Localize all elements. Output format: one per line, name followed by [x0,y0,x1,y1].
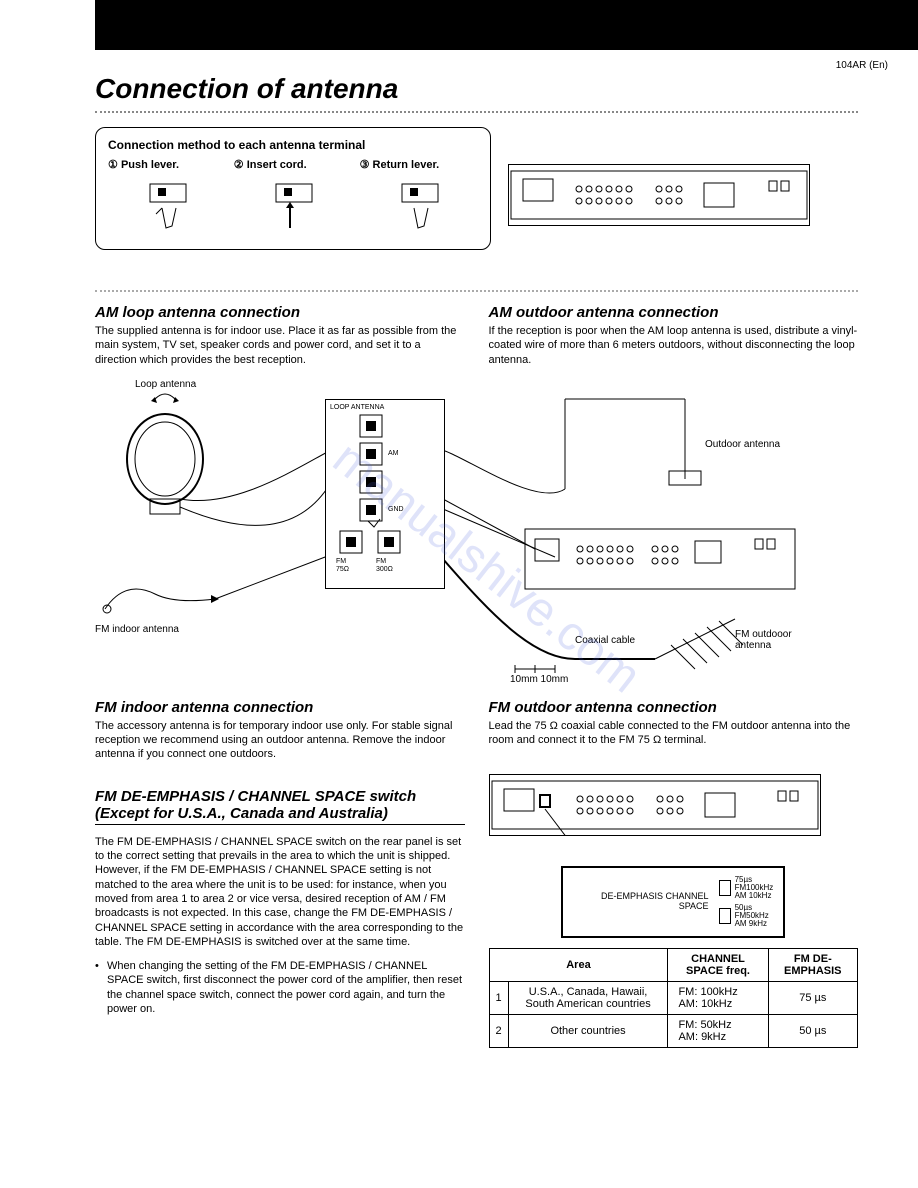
svg-text:GND: GND [388,506,404,513]
switch-label: DE-EMPHASIS CHANNEL SPACE [573,892,708,912]
method-box-title: Connection method to each antenna termin… [108,138,478,152]
step-3: ③ Return lever. [360,158,478,235]
de-emphasis-section: FM DE-EMPHASIS / CHANNEL SPACE switch (E… [95,768,465,1017]
step-2: ② Insert cord. [234,158,352,235]
switch-down-icon [719,908,731,924]
step-1: ① Push lever. [108,158,226,235]
am-outdoor-heading: AM outdoor antenna connection [489,304,859,321]
svg-text:FM: FM [336,558,346,565]
connection-method-box: Connection method to each antenna termin… [95,127,491,250]
step-3-label: Return lever. [373,159,440,171]
step-1-label: Push lever. [121,159,179,171]
table-row: 2 Other countries FM: 50kHz AM: 9kHz 50 … [489,1014,858,1047]
switch-up-icon [719,880,731,896]
am-loop-section: AM loop antenna connection The supplied … [95,304,465,373]
coax-cable-label: Coaxial cable [575,635,635,646]
terminal-block-diagram: LOOP ANTENNA AM GND FM 75Ω FM 300Ω [325,399,445,589]
top-black-bar [95,0,918,50]
de-emphasis-bullet: When changing the setting of the FM DE-E… [95,959,465,1016]
fm-outdoor-body: Lead the 75 Ω coaxial cable connected to… [489,719,859,748]
fm-outdoor-heading: FM outdoor antenna connection [489,699,859,716]
channel-space-table: Area CHANNEL SPACE freq. FM DE-EMPHASIS … [489,948,859,1048]
strip-dimensions-label: 10mm 10mm [510,674,568,685]
rear-panel-top-diagram [508,164,810,226]
fm-indoor-heading: FM indoor antenna connection [95,699,465,716]
section-divider [95,290,858,292]
rear-panel-bottom-diagram [489,774,821,836]
doc-id: 104AR (En) [95,60,888,71]
page-title: Connection of antenna [95,73,858,113]
fm-outdoor-section: FM outdoor antenna connection Lead the 7… [489,699,859,768]
return-lever-icon [384,178,454,233]
fm-outdoor-antenna-label: FM outdooor antenna [735,629,805,651]
step-2-label: Insert cord. [247,159,307,171]
terminal-block-icon: AM GND FM 75Ω FM 300Ω [330,411,430,576]
fm-indoor-antenna-label: FM indoor antenna [95,624,179,635]
table-header-de: FM DE-EMPHASIS [768,948,857,981]
table-header-area: Area [489,948,668,981]
step-2-diagram [234,175,352,235]
am-loop-body: The supplied antenna is for indoor use. … [95,324,465,367]
am-outdoor-body: If the reception is poor when the AM loo… [489,324,859,367]
receiver-back-icon [509,165,809,225]
loop-antenna-terminal-label: LOOP ANTENNA [330,404,440,411]
outdoor-antenna-label: Outdoor antenna [705,439,780,450]
de-emphasis-right-col: DE-EMPHASIS CHANNEL SPACE 75µs FM100kHz … [489,768,859,1048]
svg-text:75Ω: 75Ω [336,566,349,573]
am-outdoor-section: AM outdoor antenna connection If the rec… [489,304,859,373]
svg-text:FM: FM [376,558,386,565]
svg-text:AM: AM [388,450,399,457]
fm-indoor-section: FM indoor antenna connection The accesso… [95,699,465,768]
fm-indoor-body: The accessory antenna is for temporary i… [95,719,465,762]
table-row: 1 U.S.A., Canada, Hawaii, South American… [489,981,858,1014]
push-lever-icon [132,178,202,233]
svg-text:300Ω: 300Ω [376,566,393,573]
table-header-freq: CHANNEL SPACE freq. [668,948,768,981]
receiver-back-bottom-icon [490,775,820,835]
am-loop-heading: AM loop antenna connection [95,304,465,321]
de-emphasis-heading: FM DE-EMPHASIS / CHANNEL SPACE switch (E… [95,788,465,825]
de-emphasis-body: The FM DE-EMPHASIS / CHANNEL SPACE switc… [95,835,465,949]
antenna-connection-diagram: Loop antenna [95,379,858,689]
insert-cord-icon [258,178,328,233]
de-emphasis-switch-detail: DE-EMPHASIS CHANNEL SPACE 75µs FM100kHz … [561,866,785,938]
step-1-diagram [108,175,226,235]
step-3-diagram [360,175,478,235]
